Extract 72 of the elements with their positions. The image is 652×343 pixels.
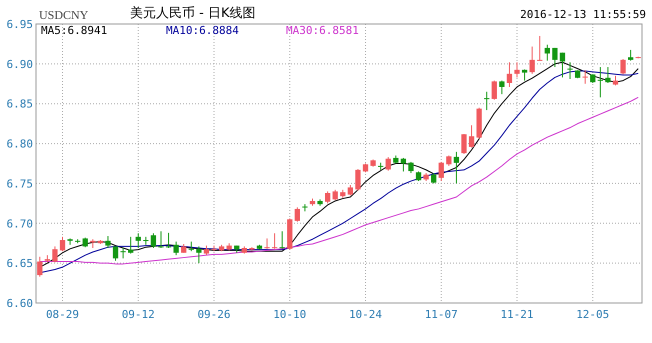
text: MA10:6.8884 bbox=[166, 24, 240, 37]
x-tick-label: 12-05 bbox=[576, 308, 610, 321]
candlestick bbox=[196, 246, 202, 264]
candlestick bbox=[612, 75, 618, 86]
y-axis-title: USDCNY bbox=[39, 8, 89, 22]
candlestick bbox=[294, 206, 300, 222]
candlestick bbox=[204, 245, 210, 256]
candlestick bbox=[544, 44, 550, 62]
y-tick-label: 6.85 bbox=[6, 98, 33, 111]
candlestick bbox=[408, 161, 414, 174]
text: MA5:6.8941 bbox=[41, 24, 108, 37]
y-tick-label: 6.75 bbox=[6, 177, 33, 190]
candlestick bbox=[552, 47, 558, 68]
candlestick bbox=[461, 134, 467, 154]
candlestick bbox=[628, 49, 634, 62]
candlestick bbox=[560, 52, 566, 78]
candlestick bbox=[468, 124, 474, 148]
candlestick bbox=[386, 156, 391, 172]
candlestick bbox=[264, 238, 270, 250]
candlestick bbox=[582, 70, 588, 84]
y-tick-label: 6.80 bbox=[6, 138, 33, 151]
candlestick bbox=[438, 161, 444, 182]
candlestick bbox=[499, 80, 505, 95]
candlestick bbox=[280, 230, 285, 250]
y-tick-label: 6.90 bbox=[6, 58, 33, 71]
candlestick bbox=[431, 172, 436, 184]
y-tick-label: 6.95 bbox=[6, 18, 33, 31]
candlestick bbox=[378, 162, 384, 170]
text: 2016-12-13 11:55:59 bbox=[520, 8, 646, 21]
candlestick bbox=[348, 184, 354, 196]
candlestick bbox=[514, 62, 520, 78]
candlestick bbox=[355, 168, 361, 192]
candlestick bbox=[120, 247, 126, 259]
candlestick bbox=[400, 157, 406, 172]
candlestick bbox=[530, 46, 535, 74]
candlestick bbox=[620, 58, 626, 75]
chart-title: 美元人民币 - 日K线图 bbox=[130, 5, 256, 21]
candlestick bbox=[484, 91, 490, 111]
x-tick-label: 08-29 bbox=[46, 308, 80, 321]
x-tick-label: 09-26 bbox=[197, 308, 231, 321]
candlestick bbox=[324, 190, 330, 204]
text: MA30:6.8581 bbox=[286, 24, 359, 37]
candlestick bbox=[332, 189, 338, 201]
x-tick-label: 11-21 bbox=[500, 308, 534, 321]
candlestick bbox=[128, 236, 134, 254]
candlestick bbox=[272, 232, 278, 250]
x-tick-label: 09-12 bbox=[122, 308, 155, 321]
candlestick bbox=[166, 232, 172, 248]
candlestick bbox=[446, 155, 452, 166]
candlestick bbox=[454, 151, 460, 184]
candlestick bbox=[136, 232, 141, 248]
candlestick bbox=[492, 80, 497, 100]
x-tick-label: 11-07 bbox=[424, 308, 458, 321]
candlestick bbox=[302, 204, 308, 212]
candlestick bbox=[598, 66, 603, 98]
candlestick bbox=[537, 35, 542, 62]
candlestick bbox=[82, 237, 88, 248]
x-tick-label: 10-24 bbox=[348, 308, 382, 321]
candlestick bbox=[173, 241, 179, 256]
candlestick bbox=[150, 232, 156, 248]
candlestick bbox=[188, 241, 194, 252]
candlestick bbox=[112, 246, 118, 262]
candlestick bbox=[52, 246, 58, 263]
x-tick-label: 10-10 bbox=[273, 308, 306, 321]
y-tick-label: 6.65 bbox=[6, 257, 33, 270]
y-tick-label: 6.60 bbox=[6, 297, 33, 310]
candlestick bbox=[506, 62, 512, 88]
candlestick bbox=[158, 230, 164, 248]
y-tick-label: 6.70 bbox=[6, 217, 33, 230]
candlestick bbox=[37, 256, 42, 278]
candlestick bbox=[60, 236, 66, 252]
candlestick bbox=[567, 62, 573, 80]
